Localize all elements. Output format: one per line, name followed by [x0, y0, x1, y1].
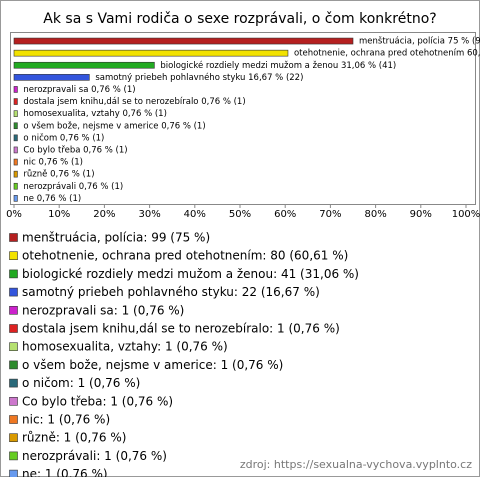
x-tick-label: 80% [364, 209, 386, 220]
bar [13, 74, 90, 81]
legend-swatch [9, 469, 18, 477]
bar [13, 158, 18, 166]
bar-label: samotný priebeh pohlavného styku 16,67 %… [95, 72, 303, 83]
bar [13, 146, 18, 154]
bar [13, 37, 354, 45]
legend-label: nerozpravali sa: 1 (0,76 %) [22, 303, 184, 317]
bar-label: o ničom 0,76 % (1) [23, 132, 104, 143]
legend-label: různě: 1 (0,76 %) [22, 431, 126, 445]
legend-label: ne: 1 (0,76 %) [22, 467, 108, 477]
bar [13, 98, 18, 105]
chart-title: Ak sa s Vami rodiča o sexe rozprávali, o… [43, 11, 436, 27]
x-tick-label: 50% [229, 209, 251, 220]
x-tick-label: 70% [319, 209, 341, 220]
bar-label: biologické rozdiely medzi mužom a ženou … [160, 60, 396, 71]
legend-label: nic: 1 (0,76 %) [22, 413, 110, 427]
legend-swatch [9, 324, 18, 333]
legend-swatch [9, 451, 18, 461]
x-tick-label: 0% [6, 209, 22, 220]
bar [13, 110, 18, 117]
x-tick-label: 40% [184, 209, 206, 220]
bar-label: Co bylo třeba 0,76 % (1) [23, 145, 127, 155]
x-tick-label: 30% [138, 209, 160, 220]
bar-label: otehotnenie, ochrana pred otehotnením 60… [294, 49, 480, 59]
bar [13, 134, 18, 142]
legend-swatch [9, 360, 18, 370]
legend-label: dostala jsem knihu,dál se to nerozebíral… [22, 322, 340, 336]
legend-swatch [9, 342, 18, 352]
legend-label: menštruácia, polícia: 99 (75 %) [22, 231, 210, 245]
legend-swatch [9, 396, 18, 406]
legend-swatch [9, 233, 18, 242]
legend-label: biologické rozdiely medzi mužom a ženou:… [22, 267, 359, 281]
legend-swatch [9, 287, 18, 297]
x-tick-label: 10% [48, 209, 70, 220]
legend-label: o ničom: 1 (0,76 %) [22, 376, 140, 390]
plot-area [10, 32, 476, 205]
bar-label: menštruácia, polícia 75 % (99) [359, 36, 480, 47]
bar-label: nerozpravali sa 0,76 % (1) [23, 85, 135, 95]
legend-swatch [9, 378, 18, 388]
legend-label: homosexualita, vztahy: 1 (0,76 %) [22, 340, 228, 354]
bar-label: dostala jsem knihu,dál se to nerozebíral… [23, 97, 245, 107]
bar-label: nic 0,76 % (1) [23, 158, 83, 168]
bar [13, 86, 18, 93]
bar [13, 61, 155, 69]
legend-label: otehotnenie, ochrana pred otehotnením: 8… [22, 249, 348, 263]
x-tick-label: 20% [93, 209, 115, 220]
x-tick-label: 100% [452, 209, 480, 220]
legend-swatch [9, 305, 18, 315]
legend-swatch [9, 251, 18, 260]
bar [13, 195, 18, 202]
bar-label: nerozprávali 0,76 % (1) [23, 182, 123, 192]
legend-swatch [9, 269, 18, 279]
legend-swatch [9, 415, 18, 424]
x-tick-label: 90% [410, 209, 432, 220]
bar-label: různě 0,76 % (1) [23, 169, 94, 180]
bar-label: homosexualita, vztahy 0,76 % (1) [23, 109, 166, 119]
source: zdroj: https://sexualna-vychova.vyplnto.… [240, 458, 472, 471]
bar [13, 122, 18, 130]
bar [13, 182, 18, 190]
bar [13, 170, 18, 178]
legend-label: o všem bože, nejsme v americe: 1 (0,76 %… [22, 358, 283, 372]
bar-label: ne 0,76 % (1) [23, 194, 81, 204]
bar [13, 49, 289, 57]
legend-label: samotný priebeh pohlavného styku: 22 (16… [22, 285, 320, 299]
x-tick-label: 60% [274, 209, 296, 220]
legend-label: nerozprávali: 1 (0,76 %) [22, 449, 167, 463]
legend-label: Co bylo třeba: 1 (0,76 %) [22, 394, 173, 408]
legend-swatch [9, 433, 18, 443]
bar-label: o všem bože, nejsme v americe 0,76 % (1) [23, 120, 205, 131]
